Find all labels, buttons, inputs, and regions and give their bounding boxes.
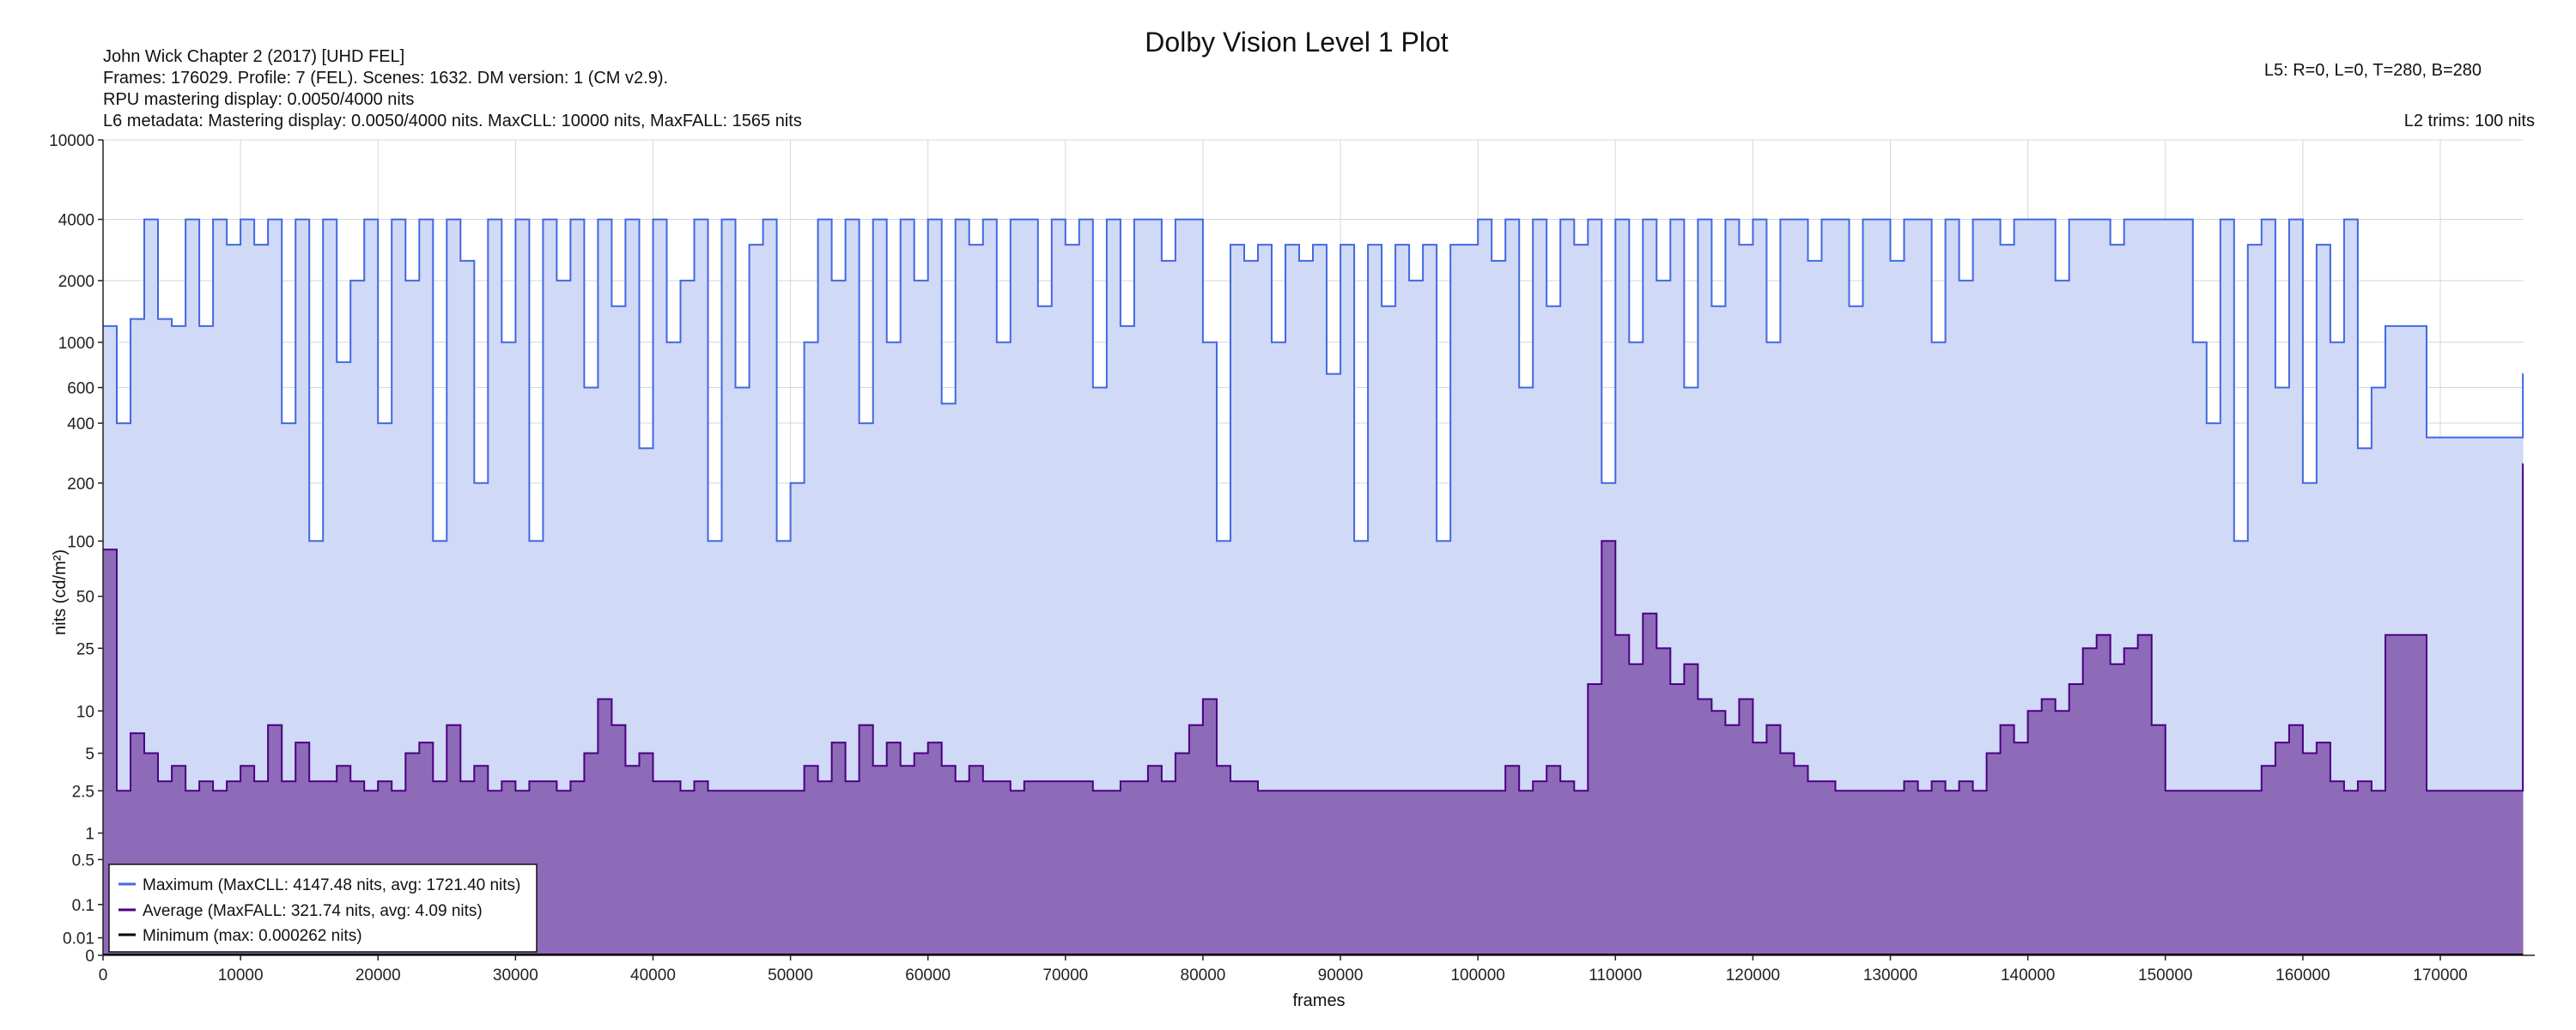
y-axis-ticks: 1000040002000100060040020010050251052.51… [49, 132, 103, 966]
x-tick-label: 170000 [2413, 966, 2467, 985]
legend-label-average: Average (MaxFALL: 321.74 nits, avg: 4.09… [143, 902, 483, 920]
x-tick-label: 120000 [1726, 966, 1780, 985]
y-tick-label: 0.5 [72, 851, 94, 869]
x-tick-label: 80000 [1181, 966, 1226, 985]
y-tick-label: 600 [67, 380, 94, 398]
y-tick-label: 50 [76, 589, 94, 607]
series-average-line [103, 463, 2524, 792]
header-title: John Wick Chapter 2 (2017) [UHD FEL] [103, 47, 404, 66]
series-maximum-line [103, 218, 2524, 542]
y-tick-label: 4000 [58, 212, 94, 230]
y-tick-label: 2.5 [72, 783, 94, 801]
y-tick-label: 400 [67, 415, 94, 433]
x-axis-label: frames [1292, 991, 1345, 1010]
y-tick-label: 0.1 [72, 897, 94, 915]
x-tick-label: 100000 [1450, 966, 1504, 985]
y-tick-label: 200 [67, 476, 94, 494]
legend-box [108, 863, 538, 953]
x-tick-label: 110000 [1589, 966, 1642, 985]
series-maximum-area [103, 219, 2524, 956]
y-tick-label: 2000 [58, 273, 94, 291]
x-axis-ticks: 0 10000 20000 30000 40000 50000 60000 70000 8000… [99, 955, 2468, 985]
header-frames-info: Frames: 176029. Profile: 7 (FEL). Scenes… [103, 69, 668, 88]
chart-title: Dolby Vision Level 1 Plot [1145, 27, 1449, 58]
y-tick-label: 0 [85, 948, 94, 966]
header-l5: L5: R=0, L=0, T=280, B=280 [2264, 61, 2482, 80]
legend: Maximum (MaxCLL: 4147.48 nits, avg: 1721… [108, 863, 538, 953]
legend-label-maximum: Maximum (MaxCLL: 4147.48 nits, avg: 1721… [143, 876, 520, 894]
y-axis-label: nits (cd/m²) [51, 549, 70, 635]
x-tick-label: 70000 [1042, 966, 1088, 985]
series-average-area [103, 464, 2524, 955]
y-tick-label: 5 [85, 746, 94, 764]
x-tick-label: 30000 [493, 966, 538, 985]
x-tick-label: 130000 [1863, 966, 1917, 985]
legend-label-minimum: Minimum (max: 0.000262 nits) [143, 927, 362, 945]
x-tick-label: 60000 [905, 966, 951, 985]
x-tick-label: 150000 [2138, 966, 2192, 985]
y-tick-label: 25 [76, 640, 94, 658]
header-l2-trims: L2 trims: 100 nits [2404, 112, 2535, 130]
y-tick-label: 0.01 [63, 930, 94, 948]
y-tick-label: 100 [67, 533, 94, 551]
x-tick-label: 160000 [2275, 966, 2330, 985]
x-tick-label: 20000 [355, 966, 401, 985]
x-tick-label: 10000 [218, 966, 264, 985]
y-tick-label: 10000 [49, 132, 94, 150]
x-tick-label: 40000 [630, 966, 676, 985]
y-tick-label: 10 [76, 703, 94, 721]
header-rpu-mastering: RPU mastering display: 0.0050/4000 nits [103, 90, 414, 109]
x-tick-label: 90000 [1318, 966, 1364, 985]
y-tick-label: 1 [85, 826, 94, 844]
y-tick-label: 1000 [58, 335, 94, 353]
x-tick-label: 50000 [768, 966, 813, 985]
x-tick-label: 0 [99, 966, 108, 985]
header-l6-metadata: L6 metadata: Mastering display: 0.0050/4… [103, 112, 802, 130]
x-tick-label: 140000 [2001, 966, 2055, 985]
